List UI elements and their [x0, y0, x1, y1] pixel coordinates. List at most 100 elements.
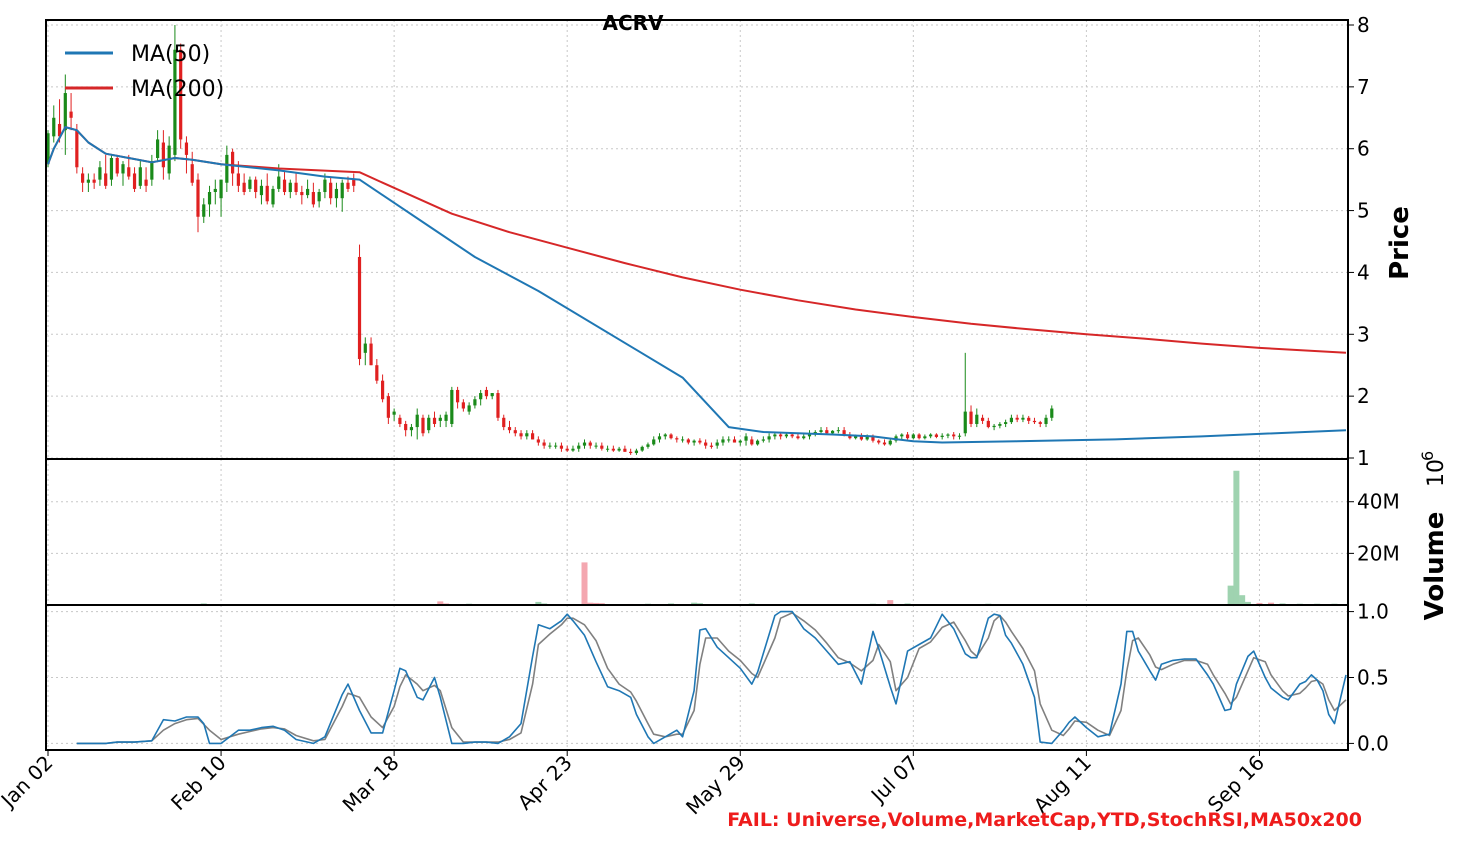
candle-body	[842, 430, 846, 435]
candle-body	[277, 176, 281, 189]
candle-body	[727, 439, 731, 441]
ma200-line	[47, 126, 1347, 354]
price-tick-label: 5	[1357, 199, 1370, 223]
candle-body	[519, 433, 523, 437]
candle-body	[1032, 420, 1037, 423]
volume-tick-label: 20M	[1357, 541, 1400, 565]
stoch-tick-label: 1.0	[1357, 600, 1389, 624]
candle-body	[461, 402, 465, 409]
candle-body	[46, 133, 50, 165]
candle-body	[940, 435, 944, 437]
candle-body	[352, 179, 356, 186]
candle-body	[282, 179, 287, 193]
volume-bar	[1227, 585, 1234, 605]
candle-body	[738, 440, 742, 443]
candle-body	[115, 157, 119, 174]
candle-body	[392, 411, 396, 415]
volume-multiplier-exp: 6	[1418, 451, 1437, 461]
x-tick-label: Jul 07	[865, 751, 923, 809]
candle-body	[629, 451, 633, 454]
candle-body	[525, 433, 529, 437]
candle-body	[306, 188, 310, 196]
candle-body	[952, 434, 956, 437]
price-tick-label: 6	[1357, 137, 1370, 161]
candle-body	[357, 256, 362, 360]
price-tick-label: 1	[1357, 446, 1370, 470]
candle-body	[675, 438, 679, 440]
candle-body	[779, 434, 783, 437]
candle-body	[1004, 422, 1008, 424]
candle-body	[323, 179, 327, 193]
candle-body	[294, 182, 298, 193]
volume-multiplier-base: 10	[1424, 459, 1449, 487]
candle-body	[138, 167, 142, 186]
candle-body	[530, 433, 535, 440]
candle-body	[507, 427, 512, 431]
x-tick-label: Jan 02	[0, 751, 58, 814]
candle-body	[207, 192, 212, 205]
candle-body	[582, 442, 587, 446]
candle-body	[161, 142, 165, 168]
candle-body	[611, 448, 615, 451]
candle-body	[271, 188, 275, 205]
candle-body	[450, 389, 454, 424]
candle-body	[150, 161, 154, 180]
candle-body	[877, 440, 881, 443]
chart-title: ACRV	[602, 11, 664, 35]
candle-body	[496, 393, 500, 418]
legend-ma50-label: MA(50)	[131, 42, 210, 67]
fail-status-text: FAIL: Universe,Volume,MarketCap,YTD,Stoc…	[727, 809, 1362, 831]
candle-body	[231, 151, 235, 174]
x-tick-label: Aug 11	[1029, 751, 1096, 818]
candle-body	[190, 164, 194, 183]
candle-body	[871, 436, 875, 441]
candle-body	[259, 185, 264, 196]
candle-body	[975, 414, 979, 424]
candle-body	[680, 439, 685, 441]
candle-body	[963, 411, 967, 434]
candle-body	[686, 439, 690, 443]
candle-body	[479, 393, 483, 400]
candle-body	[173, 49, 177, 155]
candle-body	[536, 439, 540, 443]
price-tick-label: 8	[1357, 13, 1370, 37]
candle-body	[750, 439, 754, 445]
candle-body	[196, 179, 200, 217]
candle-body	[1009, 417, 1014, 423]
volume-axis-label: Volume	[1420, 512, 1450, 621]
candle-body	[819, 430, 823, 433]
candle-body	[646, 444, 650, 447]
candle-body	[923, 436, 927, 439]
volume-bar	[437, 601, 444, 605]
candle-body	[225, 154, 229, 183]
price-panel	[46, 25, 1347, 455]
candle-body	[63, 93, 67, 131]
candle-body	[594, 445, 598, 447]
candle-body	[86, 179, 90, 183]
candle-body	[156, 139, 160, 158]
candle-body	[836, 430, 840, 432]
price-tick-label: 4	[1357, 260, 1370, 284]
legend-ma200-label: MA(200)	[131, 77, 224, 102]
candle-body	[617, 448, 621, 451]
price-tick-label: 3	[1357, 322, 1370, 346]
candle-body	[957, 435, 962, 437]
candle-body	[329, 182, 333, 199]
volume-tick-label: 40M	[1357, 490, 1400, 514]
candle-body	[52, 117, 56, 137]
candle-body	[548, 445, 552, 447]
stoch-panel	[76, 610, 1347, 745]
candle-body	[1050, 408, 1054, 418]
candle-body	[802, 436, 806, 439]
candle-body	[213, 188, 217, 193]
candle-body	[317, 192, 321, 202]
candle-body	[104, 173, 108, 186]
candle-body	[109, 157, 114, 180]
candle-body	[577, 445, 581, 449]
candle-body	[202, 204, 206, 217]
candle-body	[969, 411, 973, 424]
candle-body	[404, 423, 408, 431]
candle-body	[992, 425, 996, 428]
volume-bar	[887, 600, 894, 605]
